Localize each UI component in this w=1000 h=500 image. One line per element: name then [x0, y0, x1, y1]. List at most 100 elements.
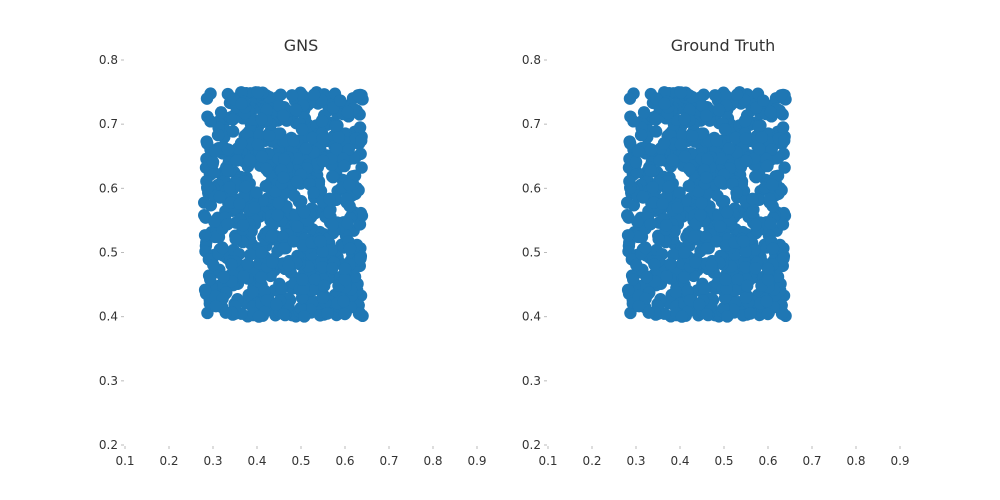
data-point: [214, 106, 228, 119]
data-point: [201, 306, 214, 320]
data-point: [209, 145, 222, 158]
data-point: [624, 306, 637, 320]
chart-panel-1: GNS 0.2 0.3 0.4 0.5 0.6 0.7 0.8 0.1 0.2 0.3 0.4 0.5 0…: [99, 36, 487, 468]
x-tick-label: 0.7: [802, 454, 821, 468]
data-point: [326, 262, 339, 275]
data-point: [648, 258, 661, 271]
data-point: [243, 153, 256, 167]
data-point: [213, 190, 227, 204]
y-tick-label: 0.3: [99, 374, 118, 388]
data-point: [259, 162, 273, 176]
data-point: [621, 283, 635, 297]
data-point: [776, 218, 790, 231]
data-point: [739, 260, 752, 274]
data-point: [642, 306, 655, 319]
data-point: [308, 273, 321, 286]
data-point: [237, 270, 250, 283]
data-point: [701, 153, 714, 166]
data-point: [737, 235, 750, 248]
data-point: [217, 270, 230, 284]
y-tick-label: 0.6: [522, 181, 541, 195]
data-point: [290, 175, 304, 188]
data-point: [627, 199, 641, 212]
data-point: [744, 307, 757, 320]
data-point: [729, 131, 742, 145]
data-point: [634, 128, 648, 142]
data-point: [207, 258, 220, 272]
data-point: [632, 230, 645, 244]
x-tick-label: 0.9: [467, 454, 486, 468]
data-point: [198, 229, 212, 242]
data-point: [316, 260, 329, 274]
y-tick-label: 0.4: [522, 310, 541, 324]
data-point: [259, 179, 273, 193]
x-tick-label: 0.8: [423, 454, 442, 468]
data-point: [761, 307, 775, 321]
data-point: [710, 235, 723, 248]
data-point: [749, 218, 762, 232]
x-tick-label: 0.6: [335, 454, 354, 468]
data-point: [211, 128, 225, 142]
data-point: [644, 143, 658, 156]
data-point: [683, 103, 697, 117]
data-point: [662, 180, 675, 194]
y-tick-label: 0.2: [522, 438, 541, 452]
data-point: [307, 186, 320, 199]
data-point: [708, 89, 722, 102]
data-point: [289, 103, 303, 117]
data-point: [720, 282, 733, 295]
data-point: [316, 245, 329, 258]
x-tick-label: 0.2: [582, 454, 601, 468]
data-point: [766, 199, 779, 213]
data-point: [332, 131, 345, 144]
data-point: [353, 218, 367, 231]
data-point: [355, 134, 368, 147]
data-point: [265, 230, 278, 243]
data-point: [230, 154, 244, 167]
data-point: [753, 142, 766, 156]
data-point: [273, 99, 286, 112]
data-point: [682, 162, 696, 176]
y-tick-label: 0.7: [99, 117, 118, 131]
y-tick-label: 0.2: [99, 438, 118, 452]
x-tick-label: 0.7: [379, 454, 398, 468]
data-point: [710, 134, 723, 147]
data-point: [722, 142, 736, 155]
data-point: [252, 310, 266, 323]
data-point: [677, 271, 691, 284]
data-point: [639, 241, 652, 255]
data-point: [636, 190, 650, 204]
y-tick-label: 0.6: [99, 181, 118, 195]
data-point: [775, 307, 789, 320]
y-tick-label: 0.3: [522, 374, 541, 388]
data-point: [688, 230, 701, 243]
data-point: [226, 113, 239, 126]
data-point: [627, 115, 640, 128]
particle-series: [198, 86, 369, 323]
data-point: [664, 257, 677, 271]
data-point: [236, 218, 250, 232]
data-point: [714, 220, 727, 233]
data-point: [297, 282, 310, 295]
data-point: [669, 285, 683, 299]
data-point: [353, 121, 367, 134]
x-tick-label: 0.6: [758, 454, 777, 468]
data-point: [674, 86, 688, 99]
data-point: [323, 206, 336, 219]
data-point: [644, 218, 657, 231]
data-point: [255, 150, 269, 163]
data-point: [272, 127, 285, 140]
data-point: [219, 306, 232, 319]
data-point: [766, 242, 780, 255]
data-point: [764, 217, 777, 230]
x-tick-label: 0.5: [714, 454, 733, 468]
data-point: [306, 131, 319, 145]
particle-series: [621, 86, 792, 323]
data-point: [338, 273, 352, 286]
data-point: [241, 257, 254, 271]
data-point: [329, 120, 342, 133]
data-point: [326, 218, 339, 232]
y-tick-label: 0.7: [522, 117, 541, 131]
data-point: [627, 273, 640, 286]
data-point: [342, 143, 355, 156]
